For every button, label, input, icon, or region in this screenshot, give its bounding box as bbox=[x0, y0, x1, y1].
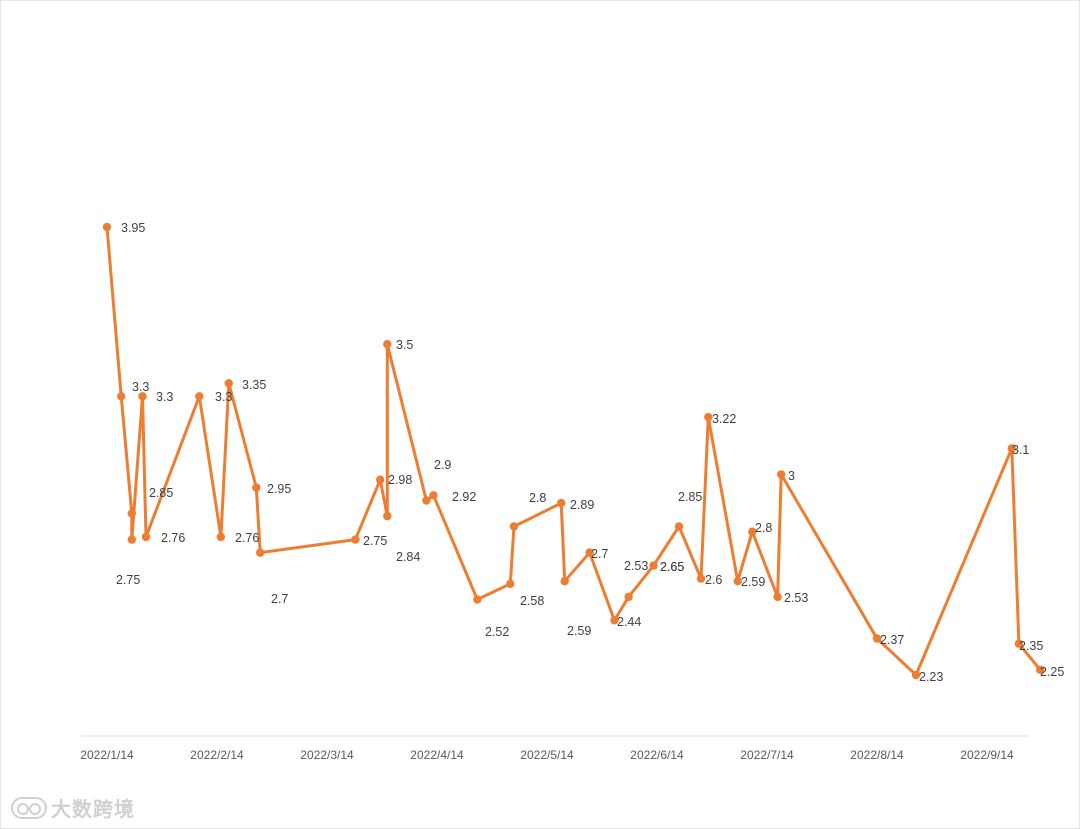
data-point bbox=[773, 592, 782, 602]
data-label: 3.22 bbox=[712, 412, 736, 426]
data-label: 2.75 bbox=[116, 573, 140, 587]
data-point bbox=[138, 392, 147, 401]
data-point bbox=[610, 616, 619, 625]
data-point bbox=[422, 496, 431, 505]
data-point bbox=[585, 548, 594, 557]
data-label: 2.89 bbox=[570, 498, 594, 512]
data-point bbox=[383, 340, 392, 349]
data-label: 2.84 bbox=[396, 550, 420, 564]
data-point bbox=[256, 548, 265, 557]
x-tick-label: 2022/5/14 bbox=[520, 748, 574, 762]
data-point bbox=[117, 392, 126, 401]
watermark-text: 大数跨境 bbox=[51, 799, 135, 821]
data-point bbox=[376, 475, 385, 484]
data-label: 2.25 bbox=[1040, 665, 1064, 679]
data-point bbox=[1007, 444, 1016, 453]
data-label: 2.85 bbox=[678, 490, 702, 504]
x-tick-label: 2022/3/14 bbox=[300, 748, 354, 762]
data-point bbox=[127, 509, 136, 518]
data-point bbox=[696, 574, 706, 583]
data-point bbox=[195, 392, 204, 401]
data-label: 2.65 bbox=[660, 560, 684, 574]
data-label: 2.58 bbox=[520, 594, 544, 608]
data-label: 2.76 bbox=[161, 531, 185, 545]
data-label: 3.3 bbox=[156, 390, 173, 404]
data-label: 2.7 bbox=[591, 547, 608, 561]
x-tick-label: 2022/2/14 bbox=[190, 748, 244, 762]
data-label: 2.92 bbox=[452, 490, 476, 504]
data-label: 3.35 bbox=[242, 378, 266, 392]
data-point bbox=[777, 470, 786, 479]
data-point bbox=[224, 379, 233, 388]
data-label: 3.95 bbox=[121, 221, 145, 235]
data-label: 3.3 bbox=[132, 380, 149, 394]
data-label: 2.9 bbox=[434, 458, 451, 472]
x-tick-label: 2022/7/14 bbox=[740, 748, 794, 762]
data-label: 2.7 bbox=[271, 592, 288, 606]
data-point bbox=[733, 577, 742, 586]
watermark: 大数跨境 bbox=[11, 793, 135, 822]
data-label: 2.8 bbox=[755, 521, 772, 535]
data-point bbox=[351, 535, 360, 544]
data-point bbox=[141, 532, 151, 542]
data-label: 2.53 bbox=[784, 591, 808, 605]
data-point bbox=[216, 532, 226, 542]
data-label: 2.44 bbox=[617, 615, 641, 629]
x-tick-label: 2022/8/14 bbox=[850, 748, 904, 762]
data-label: 3.1 bbox=[1012, 443, 1029, 457]
data-label: 2.76 bbox=[235, 531, 259, 545]
data-label: 2.75 bbox=[363, 534, 387, 548]
data-label: 2.95 bbox=[267, 482, 291, 496]
data-point bbox=[624, 592, 633, 602]
data-label: 2.8 bbox=[529, 491, 546, 505]
data-label: 2.52 bbox=[485, 625, 509, 639]
data-point bbox=[748, 527, 757, 536]
data-label: 2.59 bbox=[567, 624, 591, 638]
data-point bbox=[252, 483, 261, 492]
series-line bbox=[105, 226, 1042, 677]
data-point bbox=[506, 579, 515, 588]
x-tick-label: 2022/1/14 bbox=[80, 748, 134, 762]
data-point bbox=[102, 222, 112, 232]
data-point bbox=[127, 535, 136, 544]
data-point bbox=[872, 634, 882, 643]
data-point bbox=[704, 412, 713, 422]
data-point bbox=[1014, 639, 1024, 648]
data-label: 2.23 bbox=[919, 670, 943, 684]
data-point bbox=[383, 511, 392, 521]
data-point bbox=[674, 522, 684, 531]
data-label: 2.85 bbox=[149, 486, 173, 500]
data-label: 2.65 bbox=[660, 560, 684, 574]
data-point bbox=[509, 522, 519, 531]
data-label: 2.6 bbox=[705, 573, 722, 587]
data-point bbox=[649, 561, 658, 570]
data-point bbox=[557, 498, 566, 508]
data-point bbox=[429, 491, 438, 500]
data-point bbox=[911, 670, 921, 680]
x-tick-label: 2022/6/14 bbox=[630, 748, 684, 762]
x-tick-label: 2022/4/14 bbox=[410, 748, 464, 762]
data-label: 3 bbox=[788, 469, 795, 483]
data-point bbox=[1036, 665, 1045, 674]
watermark-logo-icon bbox=[11, 796, 47, 819]
data-label: 2.98 bbox=[388, 473, 412, 487]
x-tick-label: 2022/9/14 bbox=[960, 748, 1014, 762]
data-label: 2.53 bbox=[624, 559, 648, 573]
data-label: 3.5 bbox=[396, 338, 413, 352]
data-point bbox=[560, 577, 569, 586]
data-point bbox=[473, 595, 482, 604]
data-label: 2.59 bbox=[741, 575, 765, 589]
data-label: 3.3 bbox=[215, 390, 232, 404]
data-label: 2.37 bbox=[880, 633, 904, 647]
data-label: 2.35 bbox=[1019, 639, 1043, 653]
